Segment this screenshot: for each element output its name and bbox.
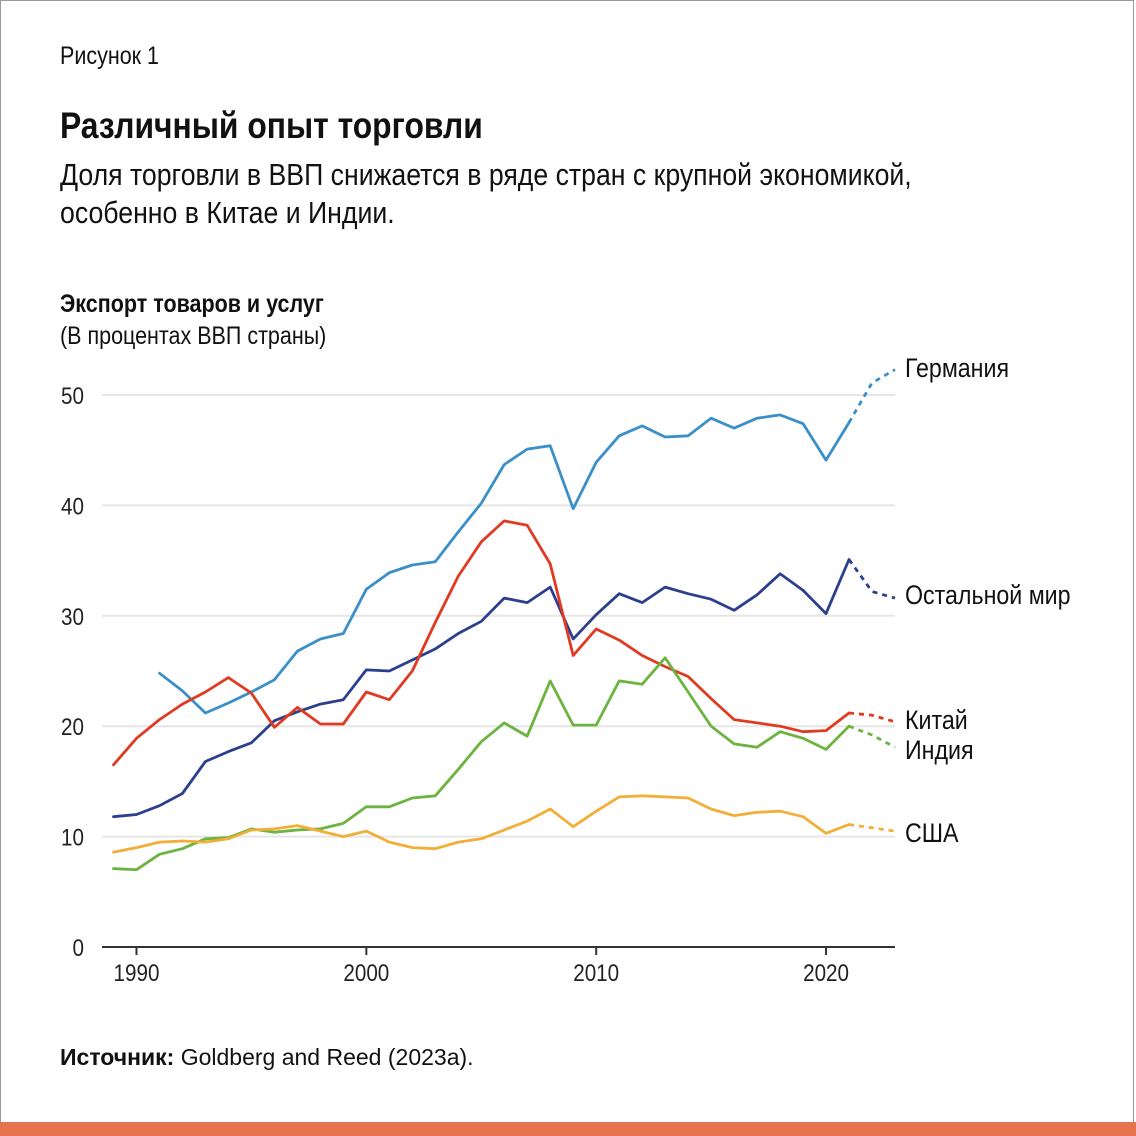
- chart-title: Различный опыт торговли: [60, 105, 483, 146]
- x-tick-label-2010: 2010: [573, 960, 619, 987]
- series-line-1: [112, 558, 851, 819]
- series-label-4: США: [905, 818, 959, 848]
- series-line-2: [112, 519, 851, 767]
- source-label: Источник:: [60, 1044, 175, 1070]
- y-tick-label-30: 30: [61, 603, 84, 630]
- subtitle-line-2: особенно в Китае и Индии.: [60, 195, 395, 230]
- series-label-2: Китай: [905, 705, 968, 735]
- series-projection-2: [848, 711, 896, 724]
- y-tick-label-50: 50: [61, 383, 84, 410]
- figure-label: Рисунок 1: [60, 42, 160, 70]
- series-projection-4: [848, 823, 896, 833]
- x-tick-label-2000: 2000: [343, 960, 389, 987]
- series-line-0: [158, 413, 851, 715]
- series-label-0: Германия: [905, 353, 1009, 383]
- x-tick-label-2020: 2020: [803, 960, 849, 987]
- series-label-3: Индия: [905, 735, 974, 765]
- chart-subtitle: Доля торговли в ВВП снижается в ряде стр…: [60, 156, 912, 232]
- source-text: Goldberg and Reed (2023a).: [174, 1044, 474, 1070]
- y-tick-label-20: 20: [61, 714, 84, 741]
- y-axis-unit: (В процентах ВВП страны): [60, 322, 327, 350]
- series-line-4: [112, 794, 851, 854]
- accent-bar: [0, 1122, 1136, 1136]
- y-tick-label-10: 10: [61, 824, 84, 851]
- series-label-1: Остальной мир: [905, 580, 1071, 610]
- y-axis-title: Экспорт товаров и услуг: [60, 290, 324, 318]
- y-tick-label-40: 40: [61, 493, 84, 520]
- x-tick-label-1990: 1990: [114, 960, 160, 987]
- series-projection-0: [847, 368, 896, 424]
- y-tick-label-0: 0: [73, 935, 84, 962]
- series-projection-1: [847, 558, 896, 600]
- source-note: Источник: Goldberg and Reed (2023a).: [60, 1044, 474, 1071]
- series-projection-3: [848, 724, 896, 749]
- subtitle-line-1: Доля торговли в ВВП снижается в ряде стр…: [60, 157, 912, 192]
